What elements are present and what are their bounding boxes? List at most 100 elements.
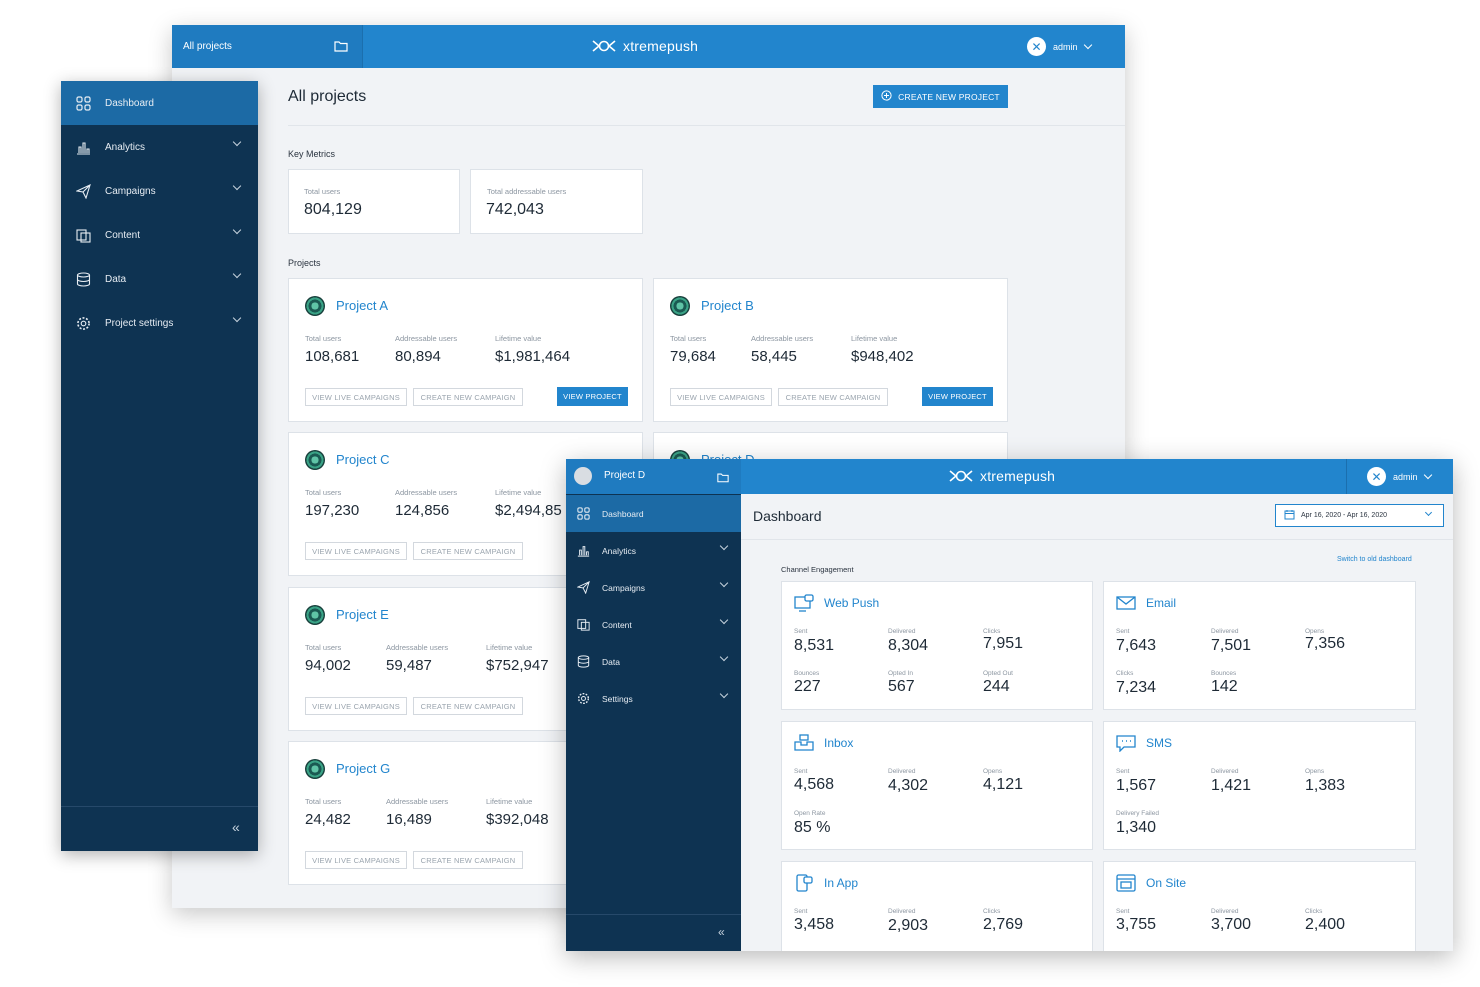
project-name[interactable]: Project E <box>336 607 389 622</box>
user-menu[interactable]: ✕ admin <box>1027 37 1092 56</box>
sidebar-item-analytics[interactable]: Analytics <box>61 125 258 169</box>
sidebar-item-data[interactable]: Data <box>61 257 258 301</box>
view-project-button[interactable]: VIEW PROJECT <box>922 387 993 406</box>
sidebar-item-campaigns[interactable]: Campaigns <box>61 169 258 213</box>
logo-icon <box>592 40 616 52</box>
total-users-label: Total users <box>305 797 342 806</box>
lifetime-value-label: Lifetime value <box>495 334 542 343</box>
project-name[interactable]: Project A <box>336 298 389 313</box>
sidebar-item-content[interactable]: Content <box>61 213 258 257</box>
nav-label: Dashboard <box>602 508 644 519</box>
project-avatar <box>305 605 325 625</box>
project-switcher[interactable]: Project D <box>566 459 741 494</box>
project-avatar <box>305 450 325 470</box>
switch-old-dashboard-link[interactable]: Switch to old dashboard <box>1337 556 1412 563</box>
create-project-button[interactable]: CREATE NEW PROJECT <box>873 85 1008 108</box>
inbox-icon <box>794 734 814 751</box>
data-icon <box>75 271 91 287</box>
nav-item-campaigns[interactable]: Campaigns <box>566 569 741 606</box>
project-name[interactable]: Project C <box>336 452 390 467</box>
stat-label: Delivered <box>888 908 916 915</box>
sidebar-item-project-settings[interactable]: Project settings <box>61 301 258 345</box>
stat-label: Clicks <box>983 908 1001 915</box>
stat-value: 244 <box>983 678 1010 695</box>
lifetime-value: $948,402 <box>851 348 914 365</box>
channel-card-inbox: Inbox Sent Delivered Opens 4,568 4,302 4… <box>781 721 1093 850</box>
view-live-campaigns-button[interactable]: VIEW LIVE CAMPAIGNS <box>305 542 407 560</box>
nav-item-data[interactable]: Data <box>566 643 741 680</box>
user-menu[interactable]: ✕ admin <box>1367 467 1432 486</box>
page-title: Dashboard <box>753 508 822 524</box>
metric-value: 804,129 <box>304 201 362 218</box>
total-users-value: 197,230 <box>305 502 360 519</box>
addressable-users-value: 59,487 <box>386 657 432 674</box>
lifetime-value-label: Lifetime value <box>486 643 533 652</box>
total-users-value: 79,684 <box>670 348 716 365</box>
gear-icon <box>75 315 91 331</box>
create-campaign-button[interactable]: CREATE NEW CAMPAIGN <box>413 697 523 715</box>
key-metrics-label: Key Metrics <box>288 149 336 159</box>
metric-label: Total users <box>304 187 341 196</box>
view-live-campaigns-button[interactable]: VIEW LIVE CAMPAIGNS <box>305 697 407 715</box>
nav-item-settings[interactable]: Settings <box>566 680 741 717</box>
date-range-select[interactable]: Apr 16, 2020 - Apr 16, 2020 <box>1275 504 1444 527</box>
sidebar-item-dashboard[interactable]: Dashboard <box>61 81 258 125</box>
stat-label: Open Rate <box>794 810 826 817</box>
chevron-down-icon <box>1424 508 1433 517</box>
nav-item-dashboard[interactable]: Dashboard <box>566 495 741 532</box>
project-avatar <box>574 467 592 485</box>
nav-item-analytics[interactable]: Analytics <box>566 532 741 569</box>
divider <box>61 806 258 807</box>
logo-text: xtremepush <box>623 38 699 54</box>
stat-value: 3,700 <box>1211 916 1252 933</box>
create-campaign-button[interactable]: CREATE NEW CAMPAIGN <box>413 542 523 560</box>
stat-value: 3,755 <box>1116 916 1157 933</box>
chevron-down-icon <box>232 137 242 147</box>
content-icon <box>75 227 91 243</box>
channel-card-sms: SMS Sent Delivered Opens 1,567 1,421 1,3… <box>1103 721 1416 850</box>
view-project-button[interactable]: VIEW PROJECT <box>557 387 628 406</box>
stat-value: 2,769 <box>983 916 1024 933</box>
create-campaign-button[interactable]: CREATE NEW CAMPAIGN <box>778 388 888 406</box>
nav-item-content[interactable]: Content <box>566 606 741 643</box>
top-bar: All projects xtremepush ✕ admin <box>172 25 1125 68</box>
metric-card: Total users 804,129 <box>288 169 460 234</box>
chevron-down-icon <box>719 652 729 662</box>
sidebar-item-label: Data <box>105 273 127 285</box>
avatar: ✕ <box>1367 467 1386 486</box>
username: admin <box>1053 41 1078 52</box>
stat-label: Opted Out <box>983 670 1013 677</box>
create-campaign-button[interactable]: CREATE NEW CAMPAIGN <box>413 851 523 869</box>
project-name[interactable]: Project G <box>336 761 391 776</box>
channel-name: In App <box>824 876 859 890</box>
view-live-campaigns-button[interactable]: VIEW LIVE CAMPAIGNS <box>670 388 772 406</box>
folder-icon[interactable] <box>717 470 729 488</box>
stat-value: 8,531 <box>794 637 835 654</box>
addressable-users-value: 80,894 <box>395 348 441 365</box>
stat-label: Delivered <box>888 768 916 775</box>
metric-card: Total addressable users 742,043 <box>470 169 643 234</box>
on-site-icon <box>1116 874 1136 892</box>
stat-value: 8,304 <box>888 637 929 654</box>
collapse-sidebar-button[interactable]: « <box>718 925 725 939</box>
project-name[interactable]: Project B <box>701 298 754 313</box>
stat-value: 7,643 <box>1116 637 1157 654</box>
view-live-campaigns-button[interactable]: VIEW LIVE CAMPAIGNS <box>305 388 407 406</box>
stat-label: Sent <box>1116 908 1130 915</box>
channel-name: Inbox <box>824 736 854 750</box>
view-live-campaigns-button[interactable]: VIEW LIVE CAMPAIGNS <box>305 851 407 869</box>
divider <box>1346 459 1347 494</box>
create-campaign-button[interactable]: CREATE NEW CAMPAIGN <box>413 388 523 406</box>
dashboard-window: xtremepush ✕ admin Project D Dashboard A… <box>566 459 1453 951</box>
chevron-down-icon <box>719 541 729 551</box>
analytics-icon <box>75 139 91 155</box>
addressable-users-label: Addressable users <box>751 334 814 343</box>
addressable-users-label: Addressable users <box>395 334 458 343</box>
stat-label: Clicks <box>1305 908 1323 915</box>
sms-icon <box>1116 735 1136 752</box>
folder-icon[interactable] <box>334 39 348 57</box>
stat-value: 3,458 <box>794 916 835 933</box>
stat-value: 1,421 <box>1211 777 1252 794</box>
collapse-sidebar-button[interactable]: « <box>232 819 240 835</box>
lifetime-value-label: Lifetime value <box>851 334 898 343</box>
